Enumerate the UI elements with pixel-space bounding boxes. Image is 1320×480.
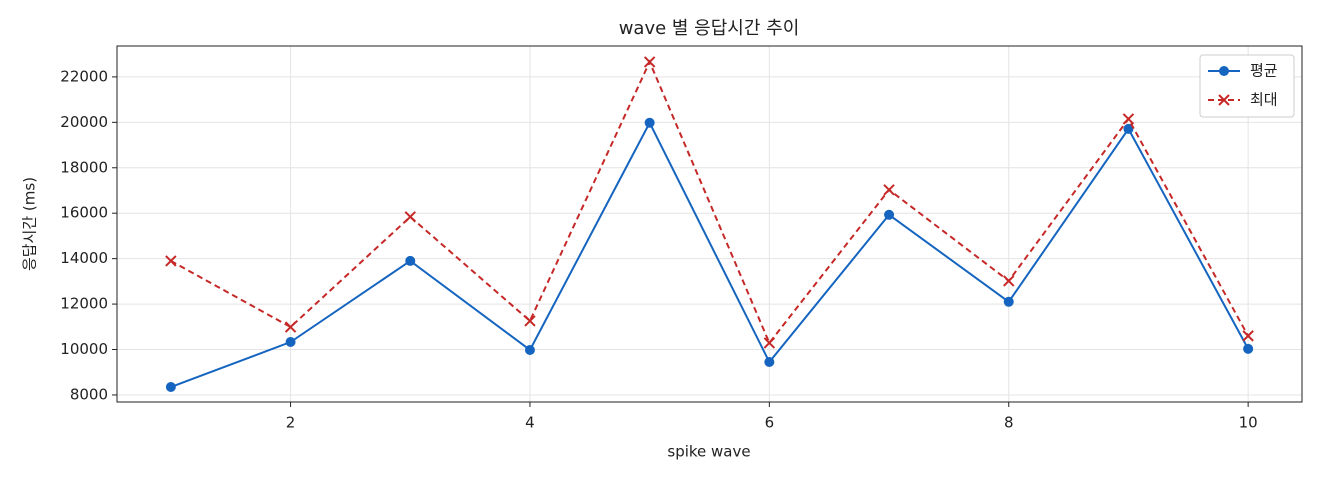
y-tick-label: 12000 (60, 295, 108, 313)
marker (165, 255, 177, 267)
x-tick-label: 6 (765, 414, 775, 432)
y-tick-label: 14000 (60, 249, 108, 267)
series-line (170, 59, 1250, 345)
x-tick-label: 4 (525, 414, 535, 432)
marker (404, 211, 416, 223)
marker (1003, 275, 1015, 287)
legend-marker (1219, 66, 1229, 76)
marker (643, 56, 656, 68)
marker (883, 184, 895, 196)
marker (644, 117, 655, 128)
series-line (170, 120, 1250, 388)
chart-title: wave 별 응답시간 추이 (619, 18, 800, 39)
legend-label: 평균 (1250, 62, 1278, 80)
marker (1123, 123, 1134, 134)
marker (764, 357, 775, 368)
marker (284, 321, 297, 333)
marker (524, 315, 536, 327)
marker (405, 255, 416, 266)
marker (1242, 330, 1254, 342)
marker (524, 344, 535, 355)
x-tick-label: 10 (1239, 414, 1258, 432)
marker (1243, 343, 1254, 354)
marker (165, 382, 176, 393)
marker (285, 337, 296, 348)
legend-box (1199, 54, 1295, 118)
marker (1122, 113, 1135, 125)
marker (1003, 296, 1014, 307)
y-tick-label: 16000 (60, 204, 108, 222)
x-tick-label: 2 (286, 414, 296, 432)
plot-frame (116, 45, 1303, 403)
y-tick-label: 10000 (60, 340, 108, 358)
marker (884, 209, 895, 220)
y-tick-label: 20000 (60, 113, 108, 131)
x-tick-label: 8 (1004, 414, 1014, 432)
legend-marker (1218, 94, 1230, 106)
legend-label: 최대 (1250, 91, 1278, 109)
y-axis-label: 응답시간 (ms) (21, 177, 39, 271)
x-axis-label: spike wave (667, 443, 750, 461)
y-tick-label: 22000 (60, 67, 108, 85)
y-tick-label: 18000 (60, 158, 108, 176)
y-tick-label: 8000 (70, 385, 108, 403)
marker (763, 337, 776, 349)
